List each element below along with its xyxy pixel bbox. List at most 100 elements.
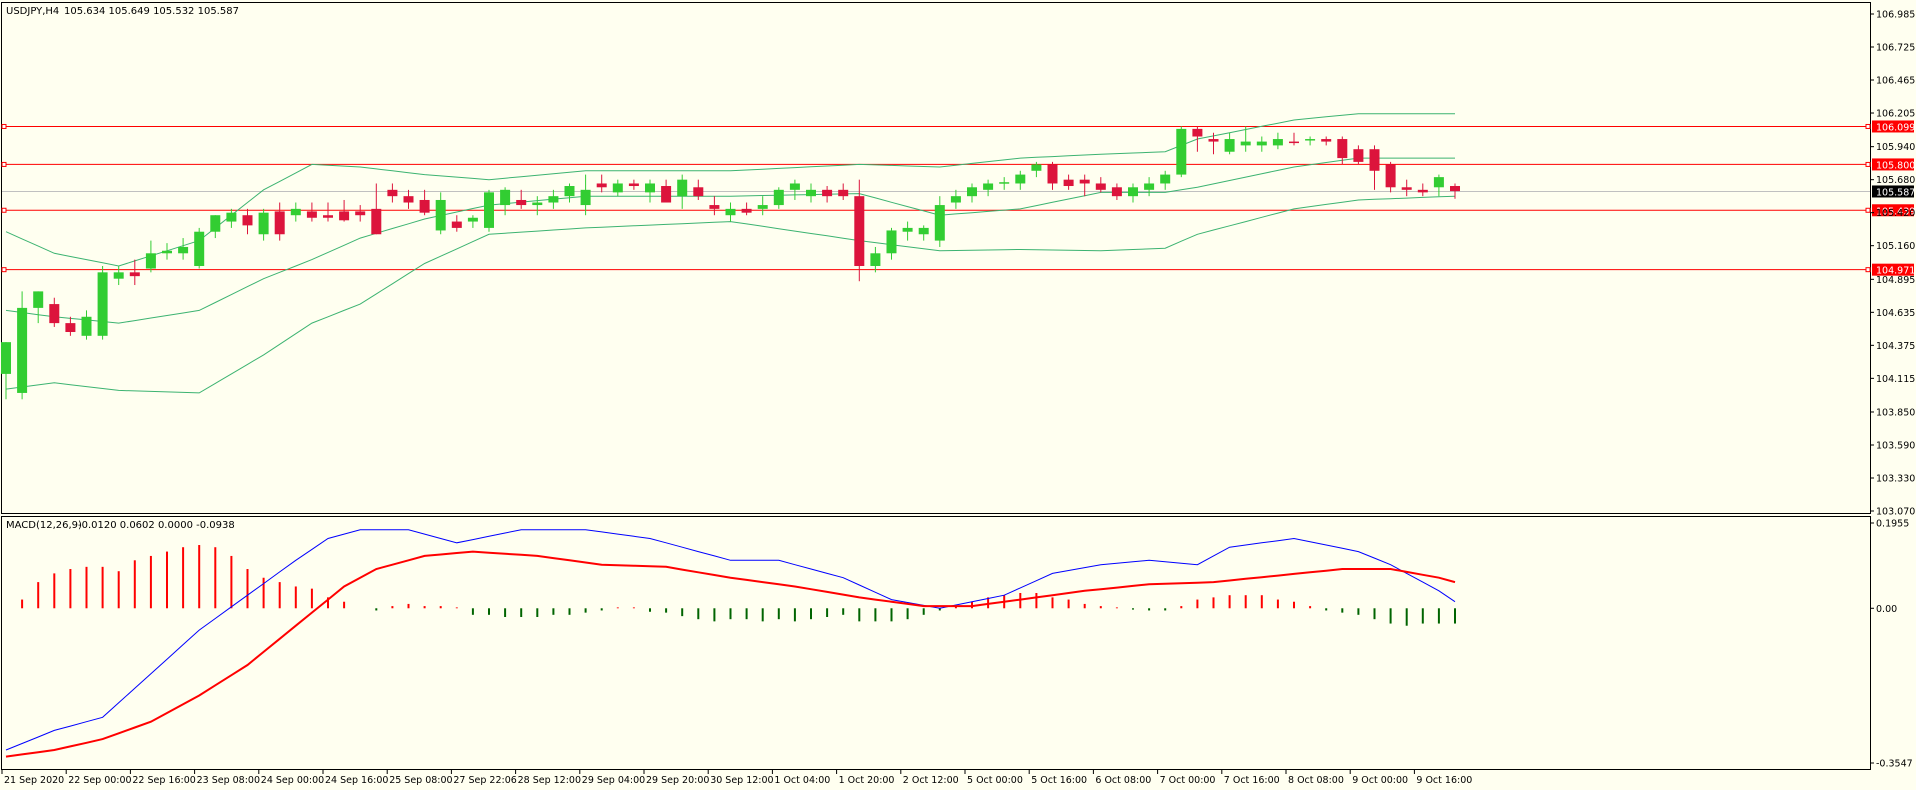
level-marker-right [1865,123,1871,129]
candle-body [628,183,639,187]
price-tick-label: 103.590 [1876,440,1915,451]
candle-body [548,196,559,203]
candle-body [645,183,655,193]
candle-body [403,196,414,203]
candle-body [1353,149,1364,162]
time-axis: 21 Sep 2020 22 Sep 00:00 22 Sep 16:00 23 Se… [1,770,1472,786]
candle-body [693,187,704,197]
time-tick-label: 9 Oct 00:00 [1352,775,1408,786]
level-price-label: 106.099 [1876,122,1915,133]
time-tick-label: 7 Oct 00:00 [1160,775,1216,786]
price-tick-label: 104.635 [1876,308,1915,319]
macd-line [5,529,1456,751]
candle-body [580,189,591,206]
candle-body [467,217,478,222]
candle-body [1433,177,1444,188]
candle-body [129,272,140,277]
candle-body [49,304,60,324]
candle-body [918,227,929,235]
candle-body [1128,187,1138,197]
time-tick-label: 21 Sep 2020 [4,775,64,786]
candle-body [355,211,366,216]
candle-body [1047,164,1058,184]
level-price-tag [1872,158,1914,171]
level-marker-left [1,161,7,167]
candle-body [983,183,994,190]
time-tick-label: 5 Oct 00:00 [967,775,1023,786]
price-tick-label: 105.160 [1876,241,1915,252]
candle-body [596,183,607,188]
candle-body [451,221,462,228]
candle-body [741,208,752,213]
candle-body [709,205,720,209]
candle-body [516,199,527,206]
time-tick-label: 29 Sep 20:00 [646,775,709,786]
time-tick-label: 30 Sep 12:00 [710,775,773,786]
candle-body [1208,139,1219,142]
time-tick-label: 28 Sep 12:00 [518,775,581,786]
candle-body [1192,128,1203,137]
macd-tick-label: 0.00 [1876,604,1897,615]
candle-body [1160,174,1171,184]
time-tick-label: 6 Oct 08:00 [1095,775,1151,786]
candle-body [1305,139,1316,141]
current-price-tag [1872,185,1914,198]
time-tick-label: 22 Sep 00:00 [68,775,131,786]
candlesticks [1,126,1460,400]
candle-body [1224,139,1235,152]
price-tick-label: 106.205 [1876,109,1915,120]
candle-body [419,199,430,213]
candle-body [967,187,977,197]
level-marker-left [1,267,7,273]
candle-body [564,186,575,197]
price-tick-label: 106.465 [1876,76,1915,87]
candle-body [226,212,237,222]
time-tick-label: 24 Sep 00:00 [261,775,324,786]
price-tick-label: 104.115 [1876,374,1915,385]
candle-body [17,307,28,393]
price-pane-frame [1,2,1871,514]
candle-body [1385,164,1396,188]
time-tick-label: 24 Sep 16:00 [325,775,388,786]
price-tick-label: 105.420 [1876,208,1915,219]
time-tick-label: 5 Oct 16:00 [1031,775,1087,786]
candle-body [612,183,623,193]
price-tick-label: 106.725 [1876,43,1915,54]
candle-body [1111,187,1122,197]
level-price-label: 104.971 [1876,266,1915,277]
time-tick-label: 27 Sep 22:06 [453,775,516,786]
candle-body [1095,183,1106,190]
macd-pane[interactable]: 0.1955 0.00 -0.3547 MACD(12,26,9) -0.0120 … [1,516,1913,770]
candle-body [178,246,189,254]
level-marker-right [1865,207,1871,213]
candle-body [65,323,76,333]
macd-pane-frame [1,516,1871,770]
candle-body [806,189,816,197]
candle-body [934,205,945,241]
candle-body [532,202,543,206]
price-axis: 106.985 106.725 106.465 106.205 105.940 105.6… [1870,10,1915,518]
macd-tick-label: 0.1955 [1876,519,1909,530]
candle-body [757,205,768,209]
candle-body [258,212,269,235]
candle-body [435,199,446,231]
candle-body [677,179,688,197]
macd-axis: 0.1955 0.00 -0.3547 [1870,519,1913,770]
time-tick-label: 7 Oct 16:00 [1224,775,1280,786]
candle-body [1450,186,1460,192]
candle-body [81,316,92,336]
candle-body [773,189,784,206]
candle-body [1417,189,1428,193]
candle-body [1079,179,1090,184]
candle-body [387,189,398,197]
price-tick-label: 104.895 [1876,275,1915,286]
candle-body [484,192,494,228]
candle-body [1272,139,1283,146]
candle-body [290,208,301,216]
candle-body [789,183,800,190]
candle-body [1240,141,1251,146]
candle-body [1321,139,1332,142]
